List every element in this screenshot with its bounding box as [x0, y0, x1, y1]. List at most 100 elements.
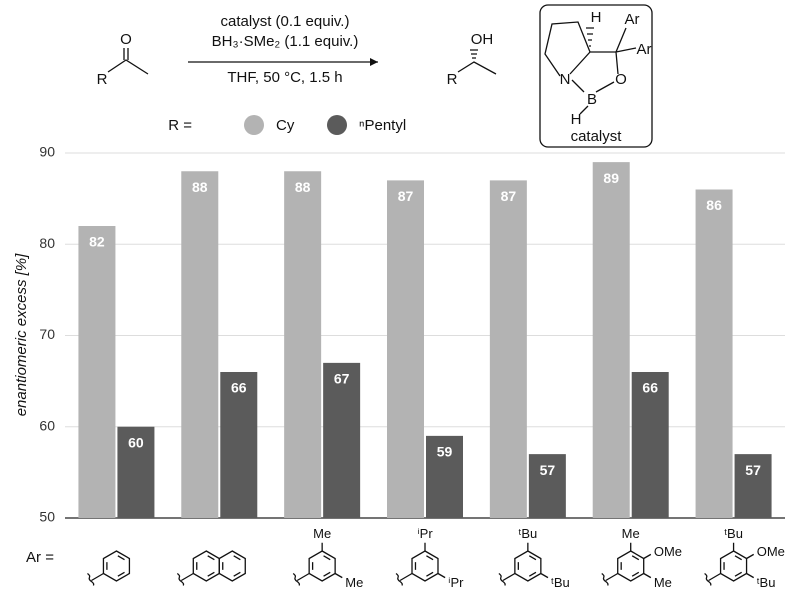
bond: [107, 48, 149, 75]
product: OH R: [447, 31, 497, 88]
y-tick-label: 80: [39, 235, 55, 251]
bar: [220, 372, 258, 518]
bar: [489, 180, 527, 518]
double-bond: [734, 555, 742, 561]
catalyst-label: catalyst: [571, 128, 623, 145]
y-tick-label: 50: [39, 509, 55, 525]
catalyst-box: H Ar Ar N O B H catalyst: [539, 4, 653, 148]
ring: [308, 550, 336, 582]
wavy-bond: [292, 572, 301, 586]
wavy-bond: [601, 572, 609, 586]
double-bond: [631, 571, 640, 577]
atom: H: [591, 9, 602, 26]
bond: [334, 572, 343, 579]
atom: H: [571, 111, 582, 128]
value-label: 86: [706, 197, 722, 213]
wavy-bond: [176, 572, 185, 586]
value-label: 82: [89, 234, 105, 250]
bar: [426, 435, 463, 518]
double-bond: [426, 571, 434, 577]
ring: [218, 550, 246, 582]
double-bond: [323, 571, 331, 577]
bar: [323, 362, 361, 518]
ring: [102, 550, 131, 582]
y-axis-title: enantiomeric excess [%]: [13, 253, 30, 416]
atom: N: [560, 71, 571, 88]
value-label: 66: [231, 380, 247, 396]
bar: [284, 171, 322, 518]
double-bond: [323, 555, 331, 561]
value-label: 87: [501, 188, 517, 204]
value-label: 87: [398, 188, 414, 204]
substituent: OMe: [654, 544, 682, 559]
substituent: ⁱPr: [448, 575, 464, 590]
bond: [457, 61, 497, 75]
bond: [180, 572, 194, 582]
legend-swatch: [327, 115, 347, 135]
bar: [734, 454, 772, 518]
double-bond: [233, 571, 241, 577]
substituent: ᵗBu: [757, 575, 776, 590]
atom: OH: [471, 31, 494, 48]
legend-swatch: [244, 115, 264, 135]
bar: [78, 226, 116, 518]
bar: [181, 171, 219, 518]
double-bond: [734, 571, 742, 577]
substituent: ⁱPr: [417, 526, 433, 541]
double-bond: [207, 555, 215, 561]
value-label: 88: [295, 179, 311, 195]
bond: [643, 572, 652, 579]
bond: [540, 572, 549, 579]
y-tick-label: 90: [39, 144, 55, 160]
condition: BH₃·SMe₂ (1.1 equiv.): [212, 33, 359, 50]
substituent: Me: [622, 526, 640, 541]
bond: [746, 553, 755, 560]
value-label: 66: [642, 380, 658, 396]
substituent: ᵗBu: [724, 526, 743, 541]
substituent: Me: [313, 526, 331, 541]
double-bond: [528, 571, 537, 577]
bond: [746, 572, 755, 579]
wavy-bond: [395, 572, 403, 586]
bond: [91, 572, 104, 582]
atom: R: [447, 71, 458, 88]
box: [539, 4, 653, 148]
y-tick-label: 70: [39, 326, 55, 342]
double-bond: [117, 571, 125, 577]
hashed-bond: [470, 49, 478, 59]
arrow-head: [370, 58, 378, 66]
wavy-bond: [704, 572, 712, 586]
substituent: Me: [345, 575, 363, 590]
atom: Ar: [625, 11, 640, 28]
atom: B: [587, 91, 597, 108]
legend-title: R =: [168, 117, 192, 134]
atom: R: [97, 71, 108, 88]
wavy-bond: [87, 572, 95, 586]
substituent: Me: [654, 575, 672, 590]
value-label: 67: [334, 371, 350, 387]
double-bond: [528, 555, 537, 561]
atom: O: [615, 71, 627, 88]
legend-label: ⁿPentyl: [359, 117, 406, 134]
atom: Ar: [637, 41, 652, 58]
bond: [399, 572, 413, 582]
bar: [528, 454, 566, 518]
ring: [514, 550, 542, 582]
double-bond: [117, 555, 125, 561]
hashed-bond: [586, 27, 594, 47]
bar: [117, 426, 155, 518]
double-bond: [631, 555, 640, 561]
bond: [708, 572, 721, 582]
double-bond: [233, 555, 241, 561]
value-label: 60: [128, 434, 144, 450]
substituent: OMe: [757, 544, 785, 559]
value-label: 89: [603, 170, 619, 186]
bond: [643, 553, 652, 560]
bar: [631, 372, 669, 518]
bond: [544, 21, 637, 115]
y-tick-label: 60: [39, 417, 55, 433]
bond: [437, 572, 446, 579]
wavy-bond: [498, 572, 506, 586]
double-bond: [207, 571, 215, 577]
